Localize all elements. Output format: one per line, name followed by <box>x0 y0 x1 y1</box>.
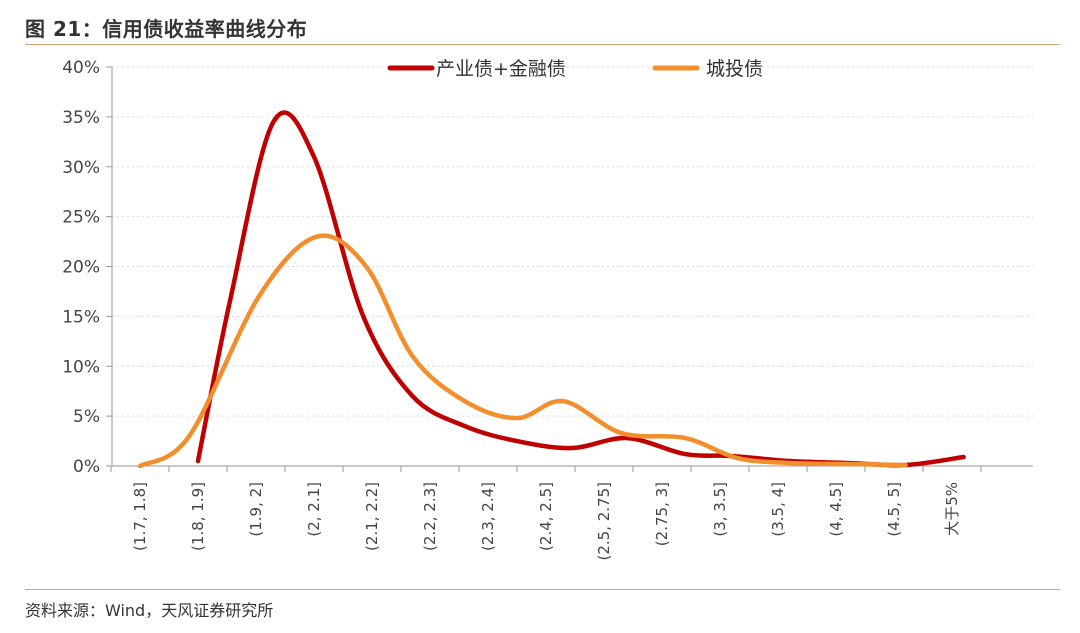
x-tick-label: (2, 2.1] <box>305 482 323 537</box>
x-tick-label: (3, 3.5] <box>711 482 729 537</box>
x-axis: (1.7, 1.8] (1.8, 1.9] (1.9, 2] (2, 2.1] (2.1… <box>110 465 1033 561</box>
x-tick-label: (2.4, 2.5] <box>537 482 555 551</box>
y-tick-label: 25% <box>62 208 100 228</box>
x-tick-label: (2.1, 2.2] <box>363 482 381 551</box>
series-lines <box>137 110 966 469</box>
source-divider <box>25 589 1060 590</box>
gridlines <box>112 66 1033 417</box>
x-tick-label: (4.5, 5] <box>885 482 903 537</box>
legend-label: 城投债 <box>706 58 763 80</box>
x-tick-label: (3.5, 4] <box>769 482 787 537</box>
x-tick-label: (1.8, 1.9] <box>189 482 207 551</box>
y-tick-label: 0% <box>73 457 100 477</box>
legend-label: 产业债+金融债 <box>436 58 566 80</box>
series-line-chengtou <box>137 233 908 469</box>
x-tick-label: 大于5% <box>943 482 961 536</box>
line-chart: 0% 5% 10% 15% 20% 25% 30% 35% 40% (1.7, 1.8] (1.8… <box>62 58 1033 561</box>
legend: 产业债+金融债 城投债 <box>387 58 763 80</box>
y-tick-label: 30% <box>62 158 100 178</box>
y-tick-label: 20% <box>62 258 100 278</box>
y-tick-label: 5% <box>73 407 100 427</box>
x-tick-label: (2.5, 2.75] <box>595 482 613 561</box>
y-tick-label: 10% <box>62 357 100 377</box>
series-line-industrial-financial <box>195 110 966 468</box>
x-tick-label: (2.3, 2.4] <box>479 482 497 551</box>
title-divider <box>25 44 1060 45</box>
y-tick-label: 35% <box>62 108 100 128</box>
source-note: 资料来源：Wind，天风证券研究所 <box>25 601 274 620</box>
x-tick-label: (2.75, 3] <box>653 482 671 546</box>
y-tick-label: 15% <box>62 307 100 327</box>
x-tick-label: (4, 4.5] <box>827 482 845 537</box>
x-tick-label: (1.9, 2] <box>247 482 265 537</box>
chart-title: 图 21：信用债收益率曲线分布 <box>25 17 308 41</box>
y-tick-label: 40% <box>62 58 100 78</box>
x-tick-label: (1.7, 1.8] <box>131 482 149 551</box>
x-tick-label: (2.2, 2.3] <box>421 482 439 551</box>
y-axis: 0% 5% 10% 15% 20% 25% 30% 35% 40% <box>62 58 113 477</box>
